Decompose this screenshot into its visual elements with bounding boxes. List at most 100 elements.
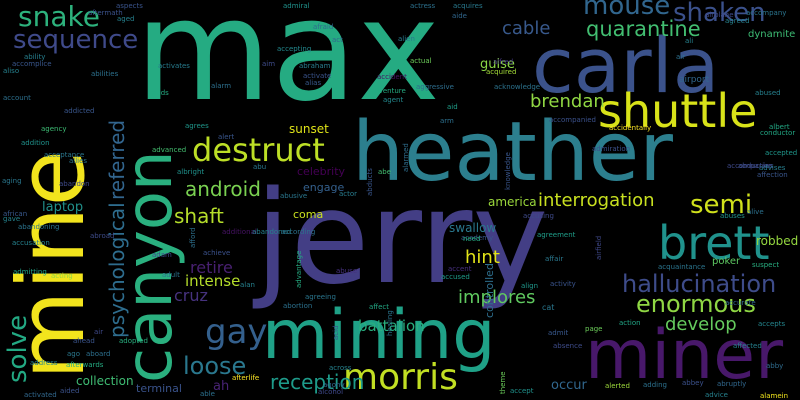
word-agency: agency — [41, 125, 67, 133]
word-acquires: acquires — [453, 2, 483, 10]
word-hint: hint — [465, 247, 500, 268]
word-solve: solve — [3, 314, 33, 383]
word-psychological: psychological — [105, 202, 129, 338]
word-adventure: adventure — [370, 87, 406, 95]
word-afraid: afraid — [313, 23, 334, 31]
word-alcohol: alcohol — [318, 388, 344, 396]
word-ah: ah — [213, 379, 230, 394]
word-afterwards: afterwards — [66, 361, 104, 369]
word-admiration: admiration — [592, 145, 631, 153]
word-acceptance: acceptance — [44, 151, 85, 159]
word-actress: actress — [410, 2, 436, 10]
word-agreement: agreement — [537, 231, 576, 239]
word-cable: cable — [502, 18, 551, 39]
word-affected: affected — [733, 342, 762, 350]
word-sequence: sequence — [13, 25, 139, 55]
word-abilities: abilities — [91, 70, 119, 78]
word-guise: guise — [480, 57, 515, 72]
word-accepting: accepting — [277, 45, 312, 53]
word-additional: additional — [222, 228, 257, 236]
word-sunset: sunset — [289, 122, 329, 136]
word-accent: accent — [448, 265, 472, 273]
word-alarmed: alarmed — [402, 143, 410, 172]
word-dynamite: dynamite — [748, 29, 796, 40]
word-shaft: shaft — [174, 204, 224, 228]
word-acknowledge: acknowledge — [494, 83, 541, 91]
word-aspects: aspects — [116, 2, 143, 10]
word-accompanies: accompanies — [727, 162, 774, 170]
word-air: air — [676, 53, 686, 61]
word-admit: admit — [548, 329, 569, 337]
word-gay: gay — [205, 312, 268, 352]
word-abandon: abandon — [59, 180, 90, 188]
word-accusation: accusation — [12, 239, 50, 247]
word-hallucination: hallucination — [622, 270, 777, 298]
word-advantage: advantage — [295, 250, 303, 288]
word-afterlife: afterlife — [232, 374, 260, 382]
word-activity: activity — [550, 280, 576, 288]
word-actual: actual — [410, 57, 432, 65]
word-adopted: adopted — [119, 337, 148, 345]
word-accepted: accepted — [765, 149, 798, 157]
word-semi: semi — [690, 190, 753, 220]
word-advanced: advanced — [152, 146, 187, 154]
word-abraham: abraham — [299, 62, 331, 70]
word-ability: ability — [24, 53, 46, 61]
word-albert: albert — [769, 123, 790, 131]
word-alan: alan — [240, 281, 255, 289]
word-android: android — [185, 177, 261, 201]
word-robbed: robbed — [756, 234, 799, 248]
word-addicted: addicted — [64, 107, 95, 115]
word-adding: adding — [643, 381, 668, 389]
word-agreed: agreed — [725, 17, 750, 25]
word-acting: acting — [51, 272, 73, 280]
word-america: america — [488, 195, 537, 209]
word-academy: academy — [461, 234, 494, 242]
word-aide: aide — [452, 12, 467, 20]
word-enormous: enormous — [636, 290, 756, 318]
word-develop: develop — [665, 314, 737, 335]
word-destruct: destruct — [192, 131, 325, 169]
word-acid: acid — [332, 325, 340, 340]
word-admitting: admitting — [13, 268, 47, 276]
word-acquired: acquired — [486, 68, 517, 76]
word-controlled: controlled — [483, 263, 496, 318]
word-adult: adult — [162, 271, 180, 279]
word-alive: alive — [747, 208, 764, 216]
word-max: max — [135, 0, 441, 133]
word-abandoned: abandoned — [252, 228, 292, 236]
word-aging: aging — [2, 177, 22, 185]
word-loose: loose — [183, 352, 247, 380]
word-alias: alias — [305, 79, 322, 87]
word-battalion: battalion — [358, 317, 425, 335]
word-accurate: accurate — [725, 299, 756, 307]
word-interrogation: interrogation — [538, 190, 655, 211]
word-adds: adds — [152, 89, 169, 97]
word-abortion: abortion — [283, 302, 313, 310]
word-accept: accept — [510, 387, 534, 395]
word-aid: aid — [447, 103, 458, 111]
word-admiral: admiral — [283, 2, 310, 10]
word-engage: engage — [303, 181, 345, 194]
word-celebrity: celebrity — [297, 165, 346, 178]
word-retire: retire — [190, 258, 233, 277]
word-abroad: abroad — [90, 232, 115, 240]
word-accidentally: accidentally — [609, 124, 652, 132]
word-laptop: laptop — [42, 200, 84, 215]
word-agreeing: agreeing — [305, 293, 336, 301]
word-affair: affair — [545, 255, 564, 263]
word-aliso: aliso — [3, 67, 20, 75]
word-accompany: accompany — [746, 9, 787, 17]
word-jerry: jerry — [255, 164, 549, 313]
word-cat: cat — [542, 303, 555, 312]
word-knowledge: knowledge — [504, 152, 512, 190]
word-terminal: terminal — [136, 382, 182, 395]
word-account: account — [3, 94, 31, 102]
word-accepts: accepts — [758, 320, 786, 328]
word-actor: actor — [339, 190, 358, 198]
word-carla: carla — [532, 21, 720, 110]
word-quarantine: quarantine — [586, 17, 701, 41]
word-accompanied: accompanied — [549, 116, 596, 124]
word-according: according — [281, 228, 316, 236]
word-achieve: achieve — [203, 249, 231, 257]
